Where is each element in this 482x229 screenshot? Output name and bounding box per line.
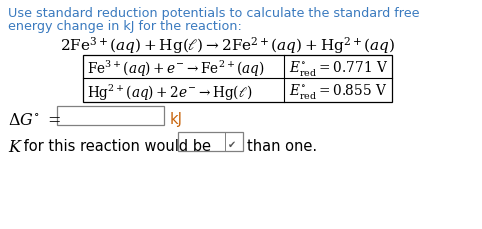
Text: Use standard reduction potentials to calculate the standard free: Use standard reduction potentials to cal… xyxy=(8,7,419,20)
Text: energy change in kJ for the reaction:: energy change in kJ for the reaction: xyxy=(8,20,241,33)
Text: $2\mathrm{Fe}^{3+}(aq) + \mathrm{Hg}(\ell) \rightarrow 2\mathrm{Fe}^{2+}(aq) + \: $2\mathrm{Fe}^{3+}(aq) + \mathrm{Hg}(\el… xyxy=(60,35,395,56)
Text: $E^{\circ}_{\mathrm{red}} = 0.771\ \mathrm{V}$: $E^{\circ}_{\mathrm{red}} = 0.771\ \math… xyxy=(289,58,388,77)
Bar xyxy=(83,55,392,103)
Text: $\Delta G^{\circ}\ =$: $\Delta G^{\circ}\ =$ xyxy=(8,112,61,128)
Text: for this reaction would be: for this reaction would be xyxy=(19,138,212,153)
Text: $E^{\circ}_{\mathrm{red}} = 0.855\ \mathrm{V}$: $E^{\circ}_{\mathrm{red}} = 0.855\ \math… xyxy=(289,82,387,101)
Text: than one.: than one. xyxy=(247,138,318,153)
Text: $\mathrm{Fe}^{3+}(aq) + e^{-} \rightarrow \mathrm{Fe}^{2+}(aq)$: $\mathrm{Fe}^{3+}(aq) + e^{-} \rightarro… xyxy=(87,58,265,79)
Bar xyxy=(178,132,243,151)
Bar xyxy=(57,107,164,125)
Text: $K$: $K$ xyxy=(8,138,23,154)
Text: $\mathrm{Hg}^{2+}(aq) + 2e^{-} \rightarrow \mathrm{Hg}(\ell)$: $\mathrm{Hg}^{2+}(aq) + 2e^{-} \rightarr… xyxy=(87,82,253,102)
Text: ✔: ✔ xyxy=(228,139,236,149)
Text: kJ: kJ xyxy=(170,112,183,126)
